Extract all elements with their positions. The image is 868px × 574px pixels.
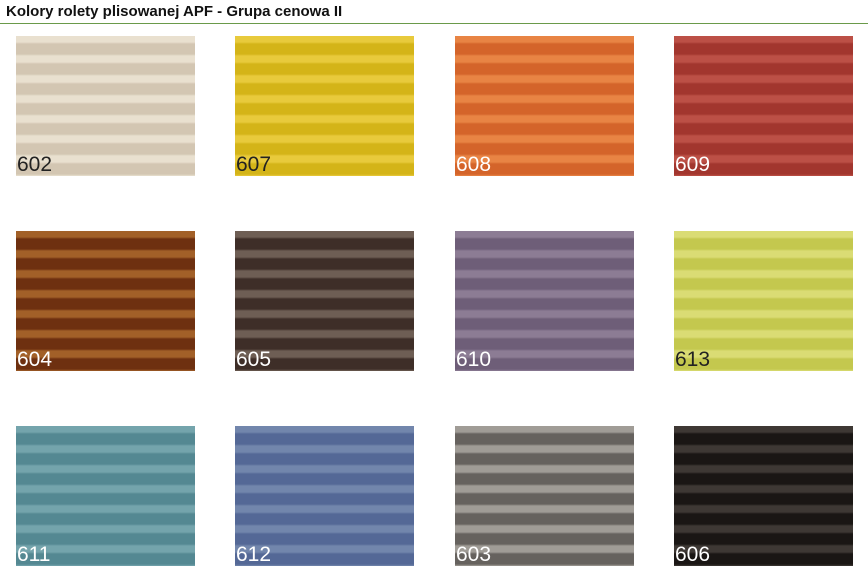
color-swatch-602[interactable]: 602 [16,36,195,176]
color-swatch-608[interactable]: 608 [455,36,634,176]
swatch-code-label: 606 [675,543,711,566]
swatch-code-label: 607 [236,153,272,176]
swatch-code-label: 610 [456,348,492,371]
swatch-code-label: 602 [17,153,53,176]
color-swatch-606[interactable]: 606 [674,426,853,566]
color-swatch-610[interactable]: 610 [455,231,634,371]
color-swatch-607[interactable]: 607 [235,36,414,176]
swatch-code-label: 612 [236,543,272,566]
title-divider [0,23,868,24]
color-swatch-613[interactable]: 613 [674,231,853,371]
color-swatch-611[interactable]: 611 [16,426,195,566]
swatch-code-label: 611 [17,543,51,566]
swatch-code-label: 604 [17,348,53,371]
color-swatch-609[interactable]: 609 [674,36,853,176]
swatch-code-label: 608 [456,153,492,176]
swatch-code-label: 613 [675,348,711,371]
color-swatch-604[interactable]: 604 [16,231,195,371]
swatch-code-label: 605 [236,348,272,371]
color-swatch-612[interactable]: 612 [235,426,414,566]
page-title: Kolory rolety plisowanej APF - Grupa cen… [6,3,343,20]
swatch-code-label: 609 [675,153,711,176]
color-swatch-603[interactable]: 603 [455,426,634,566]
swatch-code-label: 603 [456,543,492,566]
color-swatch-605[interactable]: 605 [235,231,414,371]
